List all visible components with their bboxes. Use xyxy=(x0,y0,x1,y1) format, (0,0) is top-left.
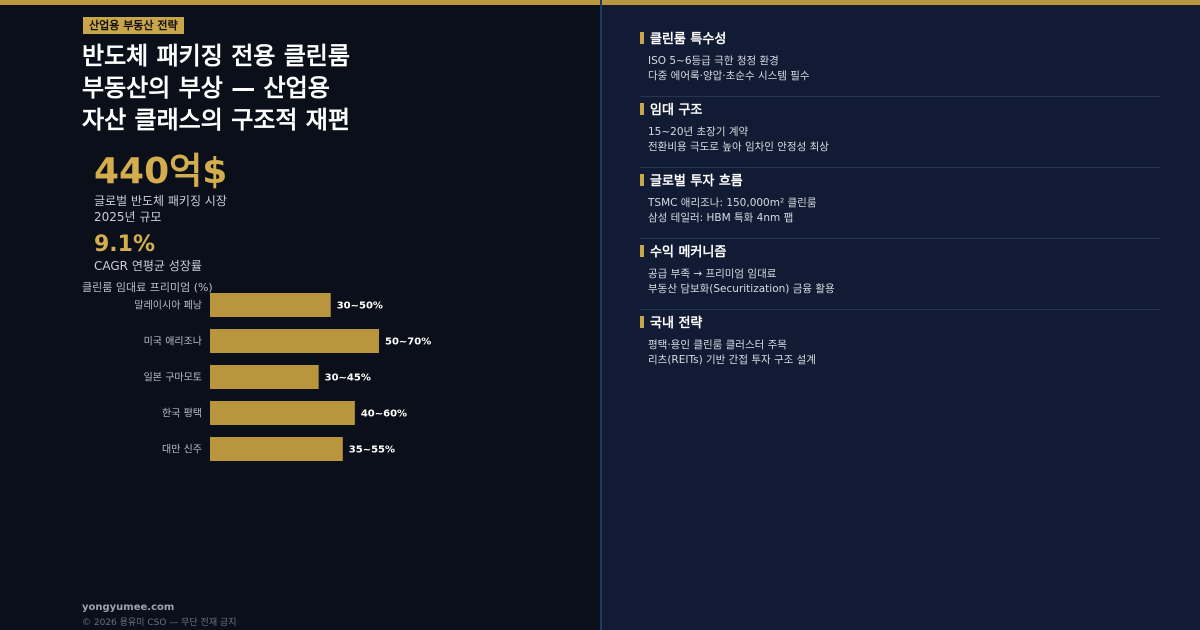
panel-divider xyxy=(600,0,602,630)
bar-value-label: 40~60% xyxy=(361,409,407,420)
left-panel xyxy=(0,5,600,630)
section-line: TSMC 애리조나: 150,000m² 클린룸 xyxy=(648,197,817,209)
cagr-label: CAGR 연평균 성장률 xyxy=(94,259,202,273)
section-cleanroom: 클린룸 특수성 ISO 5~6등급 극한 청정 환경 다중 에어록·양압·초순수… xyxy=(640,26,1160,97)
cagr-value: 9.1% xyxy=(94,232,156,257)
section-marker-icon xyxy=(640,316,644,328)
category-label: 미국 애리조나 xyxy=(144,336,202,348)
bar xyxy=(210,437,343,461)
bar xyxy=(210,365,319,389)
bar-value-label: 30~50% xyxy=(337,301,383,312)
section-title: 글로벌 투자 흐름 xyxy=(650,174,743,189)
category-label: 대만 신주 xyxy=(162,444,202,456)
category-label: 말레이시아 페낭 xyxy=(134,300,202,312)
category-badge: 산업용 부동산 전략 xyxy=(83,17,184,34)
section-domestic: 국내 전략 평택·용인 클린룸 클러스터 주목 리츠(REITs) 기반 간접 … xyxy=(640,310,1160,380)
section-title: 수익 메커니즘 xyxy=(650,245,727,260)
section-line: 평택·용인 클린룸 클러스터 주목 xyxy=(648,339,787,351)
category-label: 한국 평택 xyxy=(162,408,202,420)
headline: 반도체 패키징 전용 클린룸 부동산의 부상 — 산업용 자산 클래스의 구조적… xyxy=(82,40,582,136)
section-marker-icon xyxy=(640,174,644,186)
right-panel xyxy=(602,5,1200,630)
rent-premium-bar-chart: 말레이시아 페낭 30~50% 미국 애리조나 50~70% 일본 구마모토 30~45%… xyxy=(134,293,431,461)
section-revenue: 수익 메커니즘 공급 부족 → 프리미엄 임대료 부동산 담보화(Securit… xyxy=(640,239,1160,310)
section-line: ISO 5~6등급 극한 청정 환경 xyxy=(648,55,779,67)
market-value: 440억$ xyxy=(94,151,228,192)
category-label: 일본 구마모토 xyxy=(144,372,202,384)
headline-line-2: 부동산의 부상 — 산업용 xyxy=(82,74,330,102)
market-label-2: 2025년 규모 xyxy=(94,210,162,224)
bar xyxy=(210,329,379,353)
section-line: 삼성 테일러: HBM 특화 4nm 팹 xyxy=(648,212,794,224)
headline-line-3: 자산 클래스의 구조적 재편 xyxy=(82,106,350,134)
section-investment: 글로벌 투자 흐름 TSMC 애리조나: 150,000m² 클린룸 삼성 테일… xyxy=(640,168,1160,239)
section-title: 클린룸 특수성 xyxy=(650,32,727,47)
section-lease: 임대 구조 15~20년 초장기 계약 전환비용 극도로 높아 임차인 안정성 … xyxy=(640,97,1160,168)
footer-copyright: © 2026 용유미 CSO — 무단 전재 금지 xyxy=(82,618,237,628)
bar-value-label: 35~55% xyxy=(349,445,395,456)
section-marker-icon xyxy=(640,32,644,44)
section-title: 국내 전략 xyxy=(650,316,703,331)
footer-site[interactable]: yongyumee.com xyxy=(82,602,175,613)
section-line: 다중 에어록·양압·초순수 시스템 필수 xyxy=(648,70,810,82)
bar-value-label: 50~70% xyxy=(385,337,431,348)
section-marker-icon xyxy=(640,245,644,257)
section-line: 부동산 담보화(Securitization) 금융 활용 xyxy=(648,283,835,295)
section-line: 전환비용 극도로 높아 임차인 안정성 최상 xyxy=(648,141,829,153)
bar-value-label: 30~45% xyxy=(325,373,371,384)
section-line: 15~20년 초장기 계약 xyxy=(648,126,749,138)
section-line: 공급 부족 → 프리미엄 임대료 xyxy=(648,268,777,280)
section-line: 리츠(REITs) 기반 간접 투자 구조 설계 xyxy=(648,354,816,366)
chart-title: 클린룸 임대료 프리미엄 (%) xyxy=(82,281,213,294)
market-label-1: 글로벌 반도체 패키징 시장 xyxy=(94,194,227,208)
headline-line-1: 반도체 패키징 전용 클린룸 xyxy=(82,42,350,70)
bar xyxy=(210,401,355,425)
bar xyxy=(210,293,331,317)
insight-sections: 클린룸 특수성 ISO 5~6등급 극한 청정 환경 다중 에어록·양압·초순수… xyxy=(640,26,1160,380)
section-title: 임대 구조 xyxy=(650,103,703,118)
section-marker-icon xyxy=(640,103,644,115)
